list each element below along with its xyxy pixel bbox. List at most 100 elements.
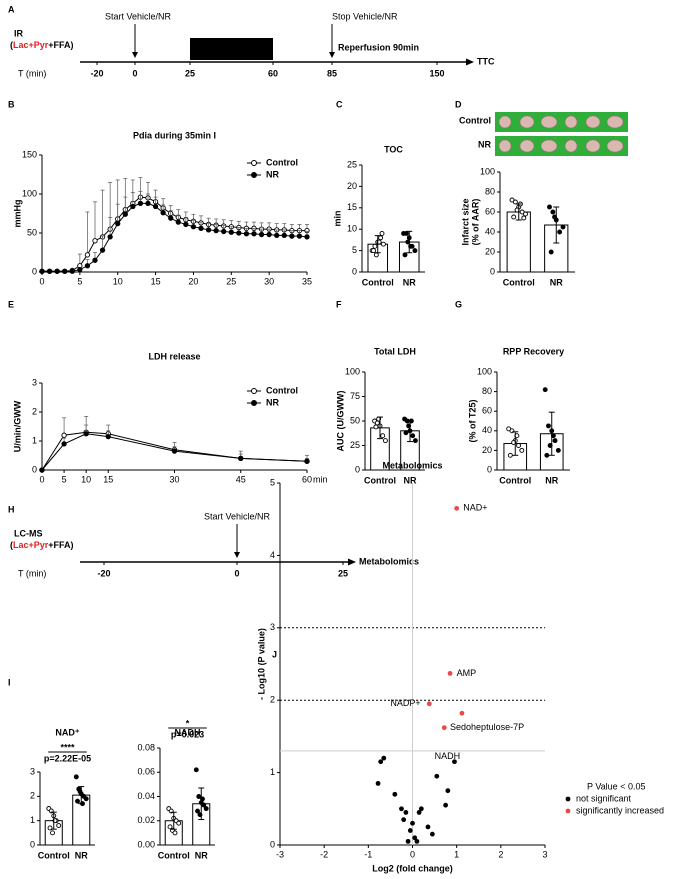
data-point xyxy=(403,231,409,236)
y-tick-label: 20 xyxy=(482,445,492,455)
x-tick-label: NR xyxy=(404,475,417,485)
data-point xyxy=(213,228,219,234)
y-tick-label: 0 xyxy=(352,266,357,276)
data-point xyxy=(168,215,174,221)
data-point xyxy=(289,233,295,239)
x-tick-label: -2 xyxy=(320,849,328,859)
perfusate-part: ( xyxy=(10,540,13,550)
point-annotation: NADP+ xyxy=(390,698,420,708)
x-tick-label: Control xyxy=(38,850,70,860)
data-point xyxy=(304,234,310,240)
y-axis-label: mmHg xyxy=(12,199,22,227)
data-point xyxy=(402,252,408,258)
data-point xyxy=(371,248,376,254)
x-tick-label: 20 xyxy=(188,276,198,286)
data-point xyxy=(176,820,182,826)
data-point xyxy=(445,788,451,794)
data-point xyxy=(198,225,204,231)
data-point xyxy=(281,232,287,238)
data-point xyxy=(175,219,181,225)
x-tick-label: 15 xyxy=(103,474,113,484)
legend-label: NR xyxy=(266,169,279,179)
perfusate-part: Lac+Pyr xyxy=(13,40,49,50)
timeline-end-label: Metabolomics xyxy=(359,556,419,566)
event-label: Start Vehicle/NR xyxy=(204,511,271,521)
data-point xyxy=(83,796,89,802)
y-axis-label: - Log10 (P value) xyxy=(256,628,266,700)
panel-label: I xyxy=(8,677,11,687)
ischemia-block xyxy=(190,38,273,60)
data-point xyxy=(511,214,517,220)
protocol-label: LC-MS xyxy=(14,528,43,538)
y-axis-label: Infarct size xyxy=(460,198,470,245)
data-point xyxy=(379,231,385,236)
data-point xyxy=(196,794,202,799)
y-tick-label: 80 xyxy=(482,386,492,396)
data-point xyxy=(544,452,550,458)
data-point xyxy=(251,231,257,237)
data-point xyxy=(238,455,244,462)
perfusate-label: (Lac+Pyr+FFA) xyxy=(10,540,74,550)
y-tick-label: 3 xyxy=(32,377,37,387)
timeline-tick-label: 85 xyxy=(327,68,337,78)
y-tick-label: 2 xyxy=(32,406,37,416)
y-tick-label: 0.00 xyxy=(137,839,155,849)
tissue-slice xyxy=(498,115,512,129)
x-tick-label: 25 xyxy=(226,276,236,286)
panel-label: D xyxy=(455,99,462,109)
data-point xyxy=(516,443,521,448)
y-tick-label: 100 xyxy=(345,366,360,376)
y-tick-label: 4 xyxy=(270,550,275,560)
data-point xyxy=(69,268,75,274)
x-axis-label: Log2 (fold change) xyxy=(372,863,453,873)
data-point xyxy=(512,199,518,205)
data-point xyxy=(39,467,45,473)
event-label: Start Vehicle/NR xyxy=(105,11,172,21)
x-tick-label: Control xyxy=(364,475,396,485)
data-point xyxy=(130,203,136,210)
tissue-slice xyxy=(585,115,601,129)
data-point xyxy=(418,806,424,812)
data-point xyxy=(39,268,45,274)
y-tick-label: 50 xyxy=(27,227,37,237)
x-tick-label: 30 xyxy=(264,276,274,286)
data-point xyxy=(50,830,55,836)
legend-marker xyxy=(251,172,257,178)
data-point xyxy=(236,230,242,236)
timeline-arrowhead xyxy=(466,58,474,66)
tissue-slice xyxy=(564,139,578,153)
y-tick-label: 0 xyxy=(490,266,495,276)
event-label: Stop Vehicle/NR xyxy=(332,11,398,21)
y-tick-label: 0 xyxy=(32,266,37,276)
data-point xyxy=(137,200,144,207)
y-axis-label: (% of AAR) xyxy=(470,199,480,246)
legend-label: significantly increased xyxy=(576,805,664,815)
legend-label: NR xyxy=(266,397,279,407)
x-tick-label: 10 xyxy=(113,276,123,286)
data-point xyxy=(443,802,449,808)
y-tick-label: 40 xyxy=(485,226,495,236)
data-point xyxy=(381,755,387,761)
tissue-slice xyxy=(540,139,558,153)
x-tick-label: NR xyxy=(550,277,563,287)
x-tick-label: NR xyxy=(75,850,88,860)
data-point xyxy=(84,252,91,258)
data-point xyxy=(61,441,67,447)
data-point xyxy=(77,267,83,273)
data-point xyxy=(521,215,527,221)
timeline-tick-label: 0 xyxy=(234,568,239,578)
data-point xyxy=(160,210,166,216)
timeline-tick-label: -20 xyxy=(90,68,103,78)
timeline-end-label: TTC xyxy=(477,56,495,66)
data-point xyxy=(441,725,447,731)
legend-marker xyxy=(251,400,257,406)
perfusate-part: Lac+Pyr xyxy=(13,540,49,550)
x-tick-label: Control xyxy=(362,277,394,287)
legend-marker xyxy=(565,808,571,814)
legend-marker xyxy=(251,160,257,166)
x-tick-label: Control xyxy=(503,277,535,287)
data-point xyxy=(403,810,409,815)
data-point xyxy=(152,203,159,210)
data-point xyxy=(405,838,411,844)
phase-label: Reperfusion 90min xyxy=(338,42,419,52)
